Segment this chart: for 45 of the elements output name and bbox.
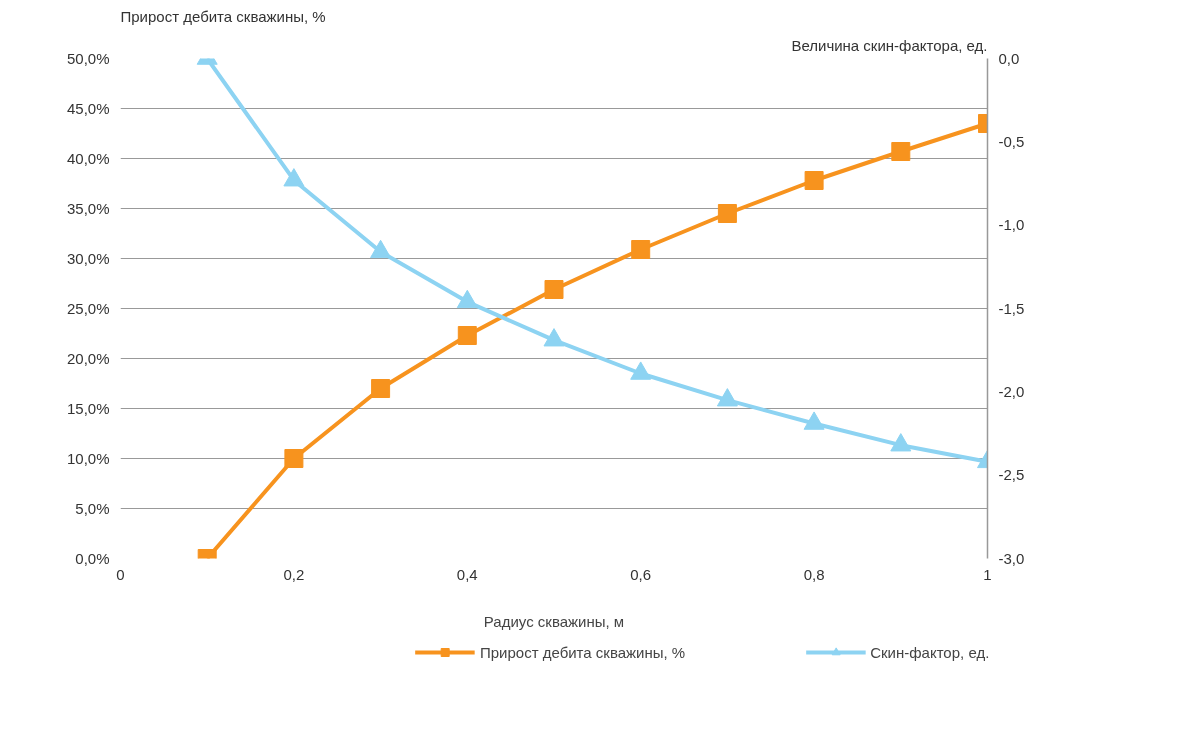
legend-label: Прирост дебита скважины, %	[480, 643, 686, 661]
x-tick-label: 0,2	[283, 565, 305, 583]
point	[543, 328, 565, 347]
x-tick-label: 0,6	[630, 565, 652, 583]
point	[803, 411, 825, 430]
y-axis-title: Прирост дебита скважины, %	[120, 7, 326, 25]
point	[804, 171, 824, 190]
y-tick-label: 20,0%	[66, 350, 110, 367]
y2-tick-label: -0,5	[998, 132, 1025, 150]
point	[283, 168, 305, 187]
y2-tick-label: -2,0	[998, 382, 1025, 400]
x-tick-label: 1	[983, 565, 992, 583]
legend-label: Скин-фактор, ед.	[870, 643, 990, 661]
point	[370, 239, 392, 259]
y2-tick-label: 0,0	[998, 49, 1020, 67]
point	[630, 361, 652, 380]
y-tick-label: 0,0%	[75, 550, 110, 567]
point	[544, 280, 564, 299]
y-tick-label: 10,0%	[66, 450, 110, 467]
point	[631, 240, 651, 259]
y2-tick-label: -1,5	[998, 299, 1025, 317]
y-tick-label: 50,0%	[66, 50, 110, 67]
point	[457, 326, 477, 345]
point	[284, 449, 304, 468]
point	[890, 433, 912, 452]
x-tick-label: 0,4	[456, 565, 478, 583]
y2-tick-label: -3,0	[998, 549, 1025, 567]
y-tick-label: 35,0%	[66, 200, 110, 217]
x-tick-label: 0	[116, 565, 125, 583]
x-tick-label: 0,8	[803, 565, 825, 583]
y-tick-label: 25,0%	[66, 300, 110, 317]
y-tick-label: 5,0%	[75, 500, 110, 517]
point	[456, 289, 478, 309]
point	[716, 388, 738, 407]
point	[717, 204, 737, 223]
y2-tick-label: -1,0	[998, 216, 1025, 234]
y-tick-label: 30,0%	[66, 250, 110, 267]
x-axis-title: Радиус скважины, м	[483, 612, 625, 630]
y-tick-label: 45,0%	[66, 100, 110, 117]
point	[891, 142, 911, 161]
y2-axis-title: Величина скин-фактора, ед.	[791, 36, 988, 54]
y2-tick-label: -2,5	[998, 466, 1025, 484]
y-tick-label: 40,0%	[66, 150, 110, 167]
point	[371, 379, 391, 398]
y-tick-label: 15,0%	[66, 400, 110, 417]
